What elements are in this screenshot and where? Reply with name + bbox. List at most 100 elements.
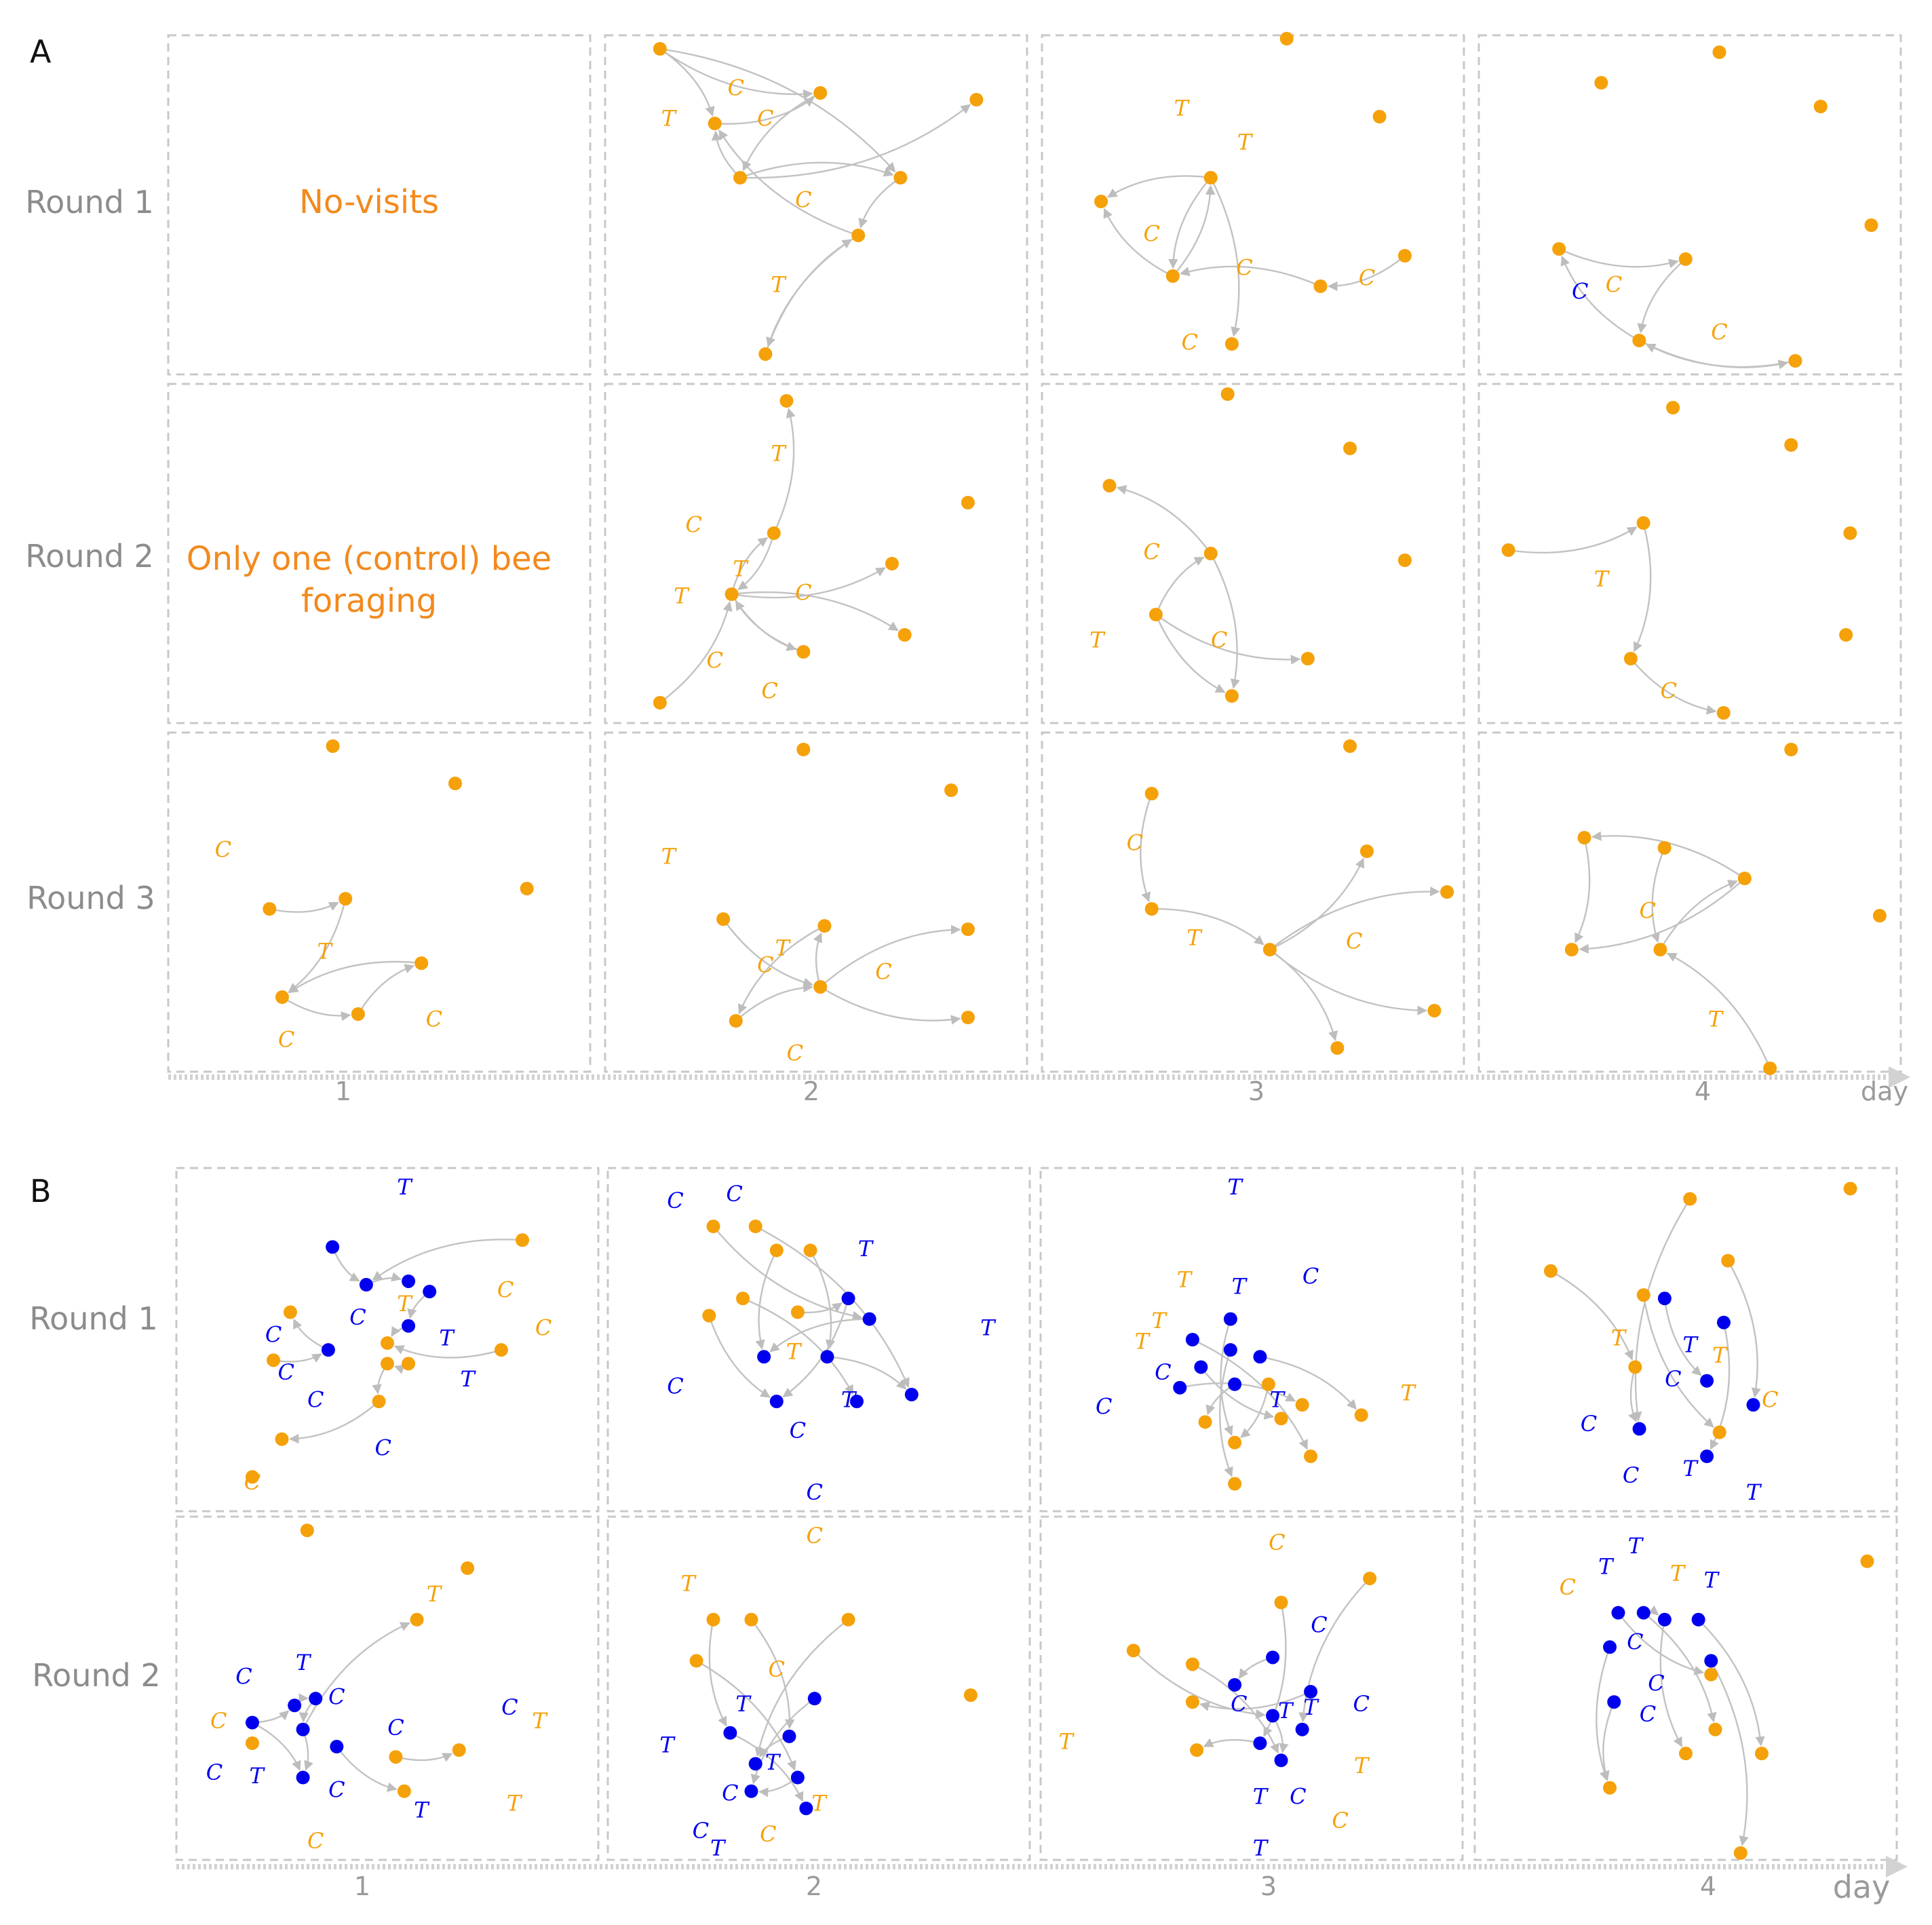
- cell-b-r1-d1: [175, 1167, 600, 1513]
- node-flower: [1784, 438, 1798, 452]
- node-flower: [1577, 831, 1591, 844]
- edge: [742, 92, 821, 172]
- node-flower: [326, 739, 340, 753]
- label-treated: T: [1253, 1835, 1269, 1861]
- node-control-bee: [1295, 1722, 1309, 1736]
- node-flower: [1628, 1360, 1642, 1374]
- edge: [357, 964, 415, 1015]
- node-control-bee: [748, 1757, 762, 1771]
- node-control-bee: [402, 1319, 416, 1333]
- edge: [252, 1722, 301, 1771]
- node-flower: [339, 892, 353, 906]
- node-flower: [283, 1305, 297, 1319]
- cell-a-r2-d4: [1477, 383, 1902, 724]
- edge: [372, 1239, 523, 1281]
- node-control-bee: [1274, 1753, 1288, 1768]
- edge: [731, 591, 899, 631]
- edge: [1637, 258, 1686, 334]
- edge: [1659, 1619, 1683, 1747]
- cell-b-r2-d2: [606, 1515, 1031, 1861]
- label-treated: T: [1270, 1387, 1286, 1413]
- edge: [395, 1753, 453, 1762]
- node-flower: [372, 1395, 386, 1409]
- label-treated: T: [1278, 1698, 1294, 1724]
- label-control: C: [375, 1435, 391, 1460]
- label-control: C: [426, 1007, 442, 1032]
- edge: [750, 1619, 795, 1730]
- edge: [1643, 1612, 1717, 1723]
- node-control-bee: [1266, 1709, 1280, 1723]
- label-control: C: [807, 1523, 823, 1549]
- node-control-bee: [1746, 1398, 1760, 1412]
- node-control-bee: [402, 1274, 416, 1288]
- node-control-bee: [1223, 1312, 1237, 1326]
- cell-a-r3-d4: [1477, 731, 1902, 1073]
- label-control: C: [307, 1387, 324, 1413]
- label-control: C: [769, 1656, 785, 1682]
- node-control-bee: [423, 1285, 437, 1299]
- edge: [659, 48, 813, 100]
- label-control: C: [265, 1321, 282, 1347]
- cell-a-r1-d1: [167, 34, 592, 376]
- edge: [282, 996, 351, 1022]
- node-flower: [1813, 100, 1828, 113]
- edge: [1710, 1660, 1749, 1846]
- edge: [1260, 1356, 1357, 1410]
- node-flower: [1839, 628, 1853, 642]
- node-flower: [767, 526, 781, 540]
- label-control: C: [1269, 1530, 1285, 1555]
- network-a-r3-d2: TTC CC: [661, 743, 975, 1066]
- node-flower: [263, 902, 277, 916]
- node-flower: [817, 919, 832, 933]
- node-flower: [397, 1784, 411, 1798]
- label-control: C: [1359, 265, 1375, 291]
- node-flower: [779, 394, 794, 408]
- node-flower: [1190, 1743, 1204, 1757]
- node-control-bee: [330, 1740, 344, 1754]
- panel-a-row-label-3: Round 3: [26, 880, 155, 916]
- edge: [819, 986, 961, 1025]
- edge: [740, 104, 971, 179]
- label-control: C: [875, 959, 891, 985]
- label-treated: T: [674, 583, 690, 609]
- edge: [735, 982, 813, 1022]
- label-treated: T: [1227, 1174, 1243, 1200]
- panel-a-row-label-1: Round 1: [25, 184, 153, 220]
- node-flower: [1185, 1695, 1199, 1709]
- node-control-bee: [1636, 1606, 1650, 1620]
- panel-b-letter: B: [30, 1173, 52, 1209]
- edge: [731, 537, 769, 595]
- panel-b-row-label-2: Round 2: [32, 1657, 160, 1694]
- node-control-bee: [1700, 1374, 1714, 1388]
- node-flower: [1501, 543, 1515, 557]
- node-control-bee: [849, 1395, 864, 1409]
- edge: [1558, 248, 1679, 269]
- node-flower: [275, 990, 289, 1004]
- edge: [718, 129, 859, 237]
- node-flower: [733, 171, 748, 184]
- node-flower: [706, 1220, 720, 1234]
- node-control-bee: [1657, 1612, 1672, 1627]
- label-control: C: [795, 580, 811, 606]
- node-flower: [1224, 689, 1239, 703]
- node-flower: [1636, 516, 1650, 530]
- label-control: C: [328, 1684, 345, 1710]
- label-treated: T: [771, 272, 787, 298]
- node-control-bee: [359, 1278, 373, 1292]
- label-control: C: [1127, 830, 1143, 856]
- label-treated: T: [733, 556, 749, 582]
- label-treated: T: [296, 1650, 312, 1675]
- label-treated: T: [1237, 130, 1254, 155]
- node-flower: [702, 1308, 716, 1323]
- edge: [1574, 837, 1591, 944]
- label-treated: T: [858, 1236, 874, 1262]
- node-control-bee: [1611, 1606, 1625, 1620]
- node-flower: [1679, 1747, 1693, 1761]
- edge: [1168, 177, 1212, 269]
- cell-a-r1-d3: [1041, 34, 1465, 376]
- edge: [735, 600, 804, 653]
- edge: [1240, 1384, 1270, 1438]
- node-flower: [1657, 841, 1672, 855]
- label-control: C: [1143, 221, 1159, 247]
